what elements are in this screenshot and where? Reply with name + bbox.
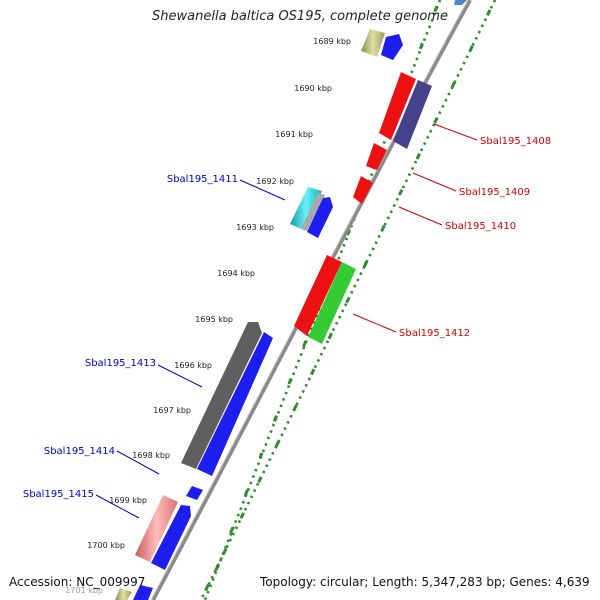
gene-label-reverse[interactable]: Sbal195_1410: [445, 221, 516, 232]
gene-red-1412: [294, 255, 342, 336]
kbp-label: 1694 kbp: [217, 269, 255, 278]
gene-darkgrey-1413: [181, 322, 262, 469]
leader-line-1413: [157, 364, 203, 388]
kbp-label: 1690 kbp: [294, 84, 332, 93]
map-title: Shewanella baltica OS195, complete genom…: [152, 9, 448, 24]
kbp-label: 1697 kbp: [153, 406, 191, 415]
gene-pink-1415: [135, 495, 178, 562]
gene-olive-1689: [361, 29, 385, 57]
leader-line-1408: [433, 123, 478, 141]
kbp-label: 1700 kbp: [87, 541, 125, 550]
gene-label-forward[interactable]: Sbal195_1411: [167, 174, 238, 185]
gene-blue-1411: [307, 197, 333, 238]
gene-label-forward[interactable]: Sbal195_1415: [23, 489, 94, 500]
accession-text: Accession: NC_009997: [9, 575, 146, 589]
leader-line-1415: [95, 494, 140, 519]
gene-red-1410: [353, 176, 373, 204]
kbp-label: 1701 kbp: [65, 586, 103, 595]
gene-blue-1414: [186, 486, 203, 500]
gene-label-reverse[interactable]: Sbal195_1408: [480, 136, 551, 147]
gene-blue-1413: [197, 332, 273, 476]
gene-navy-1408: [393, 80, 432, 149]
gene-label-forward[interactable]: Sbal195_1413: [85, 358, 156, 369]
gene-blue-1701: [133, 585, 153, 600]
gene-label-reverse[interactable]: Sbal195_1409: [459, 187, 530, 198]
gene-top-steelblue: [454, 0, 467, 5]
major-ticks-inner: [199, 9, 492, 600]
gene-green-1412: [308, 262, 356, 344]
kbp-label: 1696 kbp: [174, 361, 212, 370]
kbp-label: 1699 kbp: [109, 496, 147, 505]
kbp-label: 1689 kbp: [313, 37, 351, 46]
kbp-label: 1691 kbp: [275, 130, 313, 139]
kbp-label: 1692 kbp: [256, 177, 294, 186]
gene-red-1409: [366, 143, 387, 170]
kbp-label: 1695 kbp: [195, 315, 233, 324]
gene-blue-1689: [381, 34, 403, 60]
gene-blue-1415: [151, 505, 191, 570]
leader-line-1411: [239, 179, 286, 201]
leader-line-1412: [352, 313, 397, 333]
gene-olive-1701: [115, 588, 132, 600]
genome-summary-text: Topology: circular; Length: 5,347,283 bp…: [260, 575, 590, 589]
kbp-label: 1698 kbp: [132, 451, 170, 460]
gene-grey-1411: [301, 193, 325, 231]
gene-teal-1411: [290, 187, 322, 230]
kbp-label: 1693 kbp: [236, 223, 274, 232]
gene-label-reverse[interactable]: Sbal195_1412: [399, 328, 470, 339]
tick-track-inner: [199, 0, 497, 600]
gene-red-1408: [379, 72, 416, 140]
leader-line-1409: [412, 172, 457, 192]
gene-label-forward[interactable]: Sbal195_1414: [44, 446, 115, 457]
leader-line-1414: [116, 450, 160, 475]
leader-line-1410: [398, 206, 443, 226]
